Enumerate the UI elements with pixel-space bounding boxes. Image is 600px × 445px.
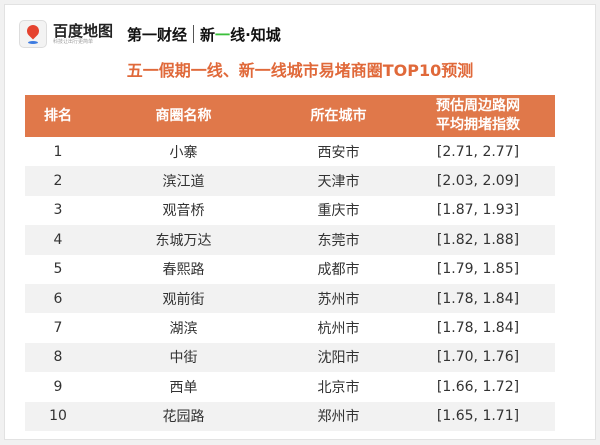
cell-name: 中街 <box>91 342 276 373</box>
cell-name: 西单 <box>169 379 198 396</box>
xyx-a: 新 <box>200 25 216 44</box>
cell-city: 天津市 <box>276 166 401 196</box>
cell-rank: 5 <box>53 261 63 278</box>
logo-divider <box>193 25 195 43</box>
cell-name: 观前街 <box>91 283 276 314</box>
xyx-logo: 新一线·知城 <box>200 24 281 45</box>
cell-city: 苏州市 <box>276 283 401 314</box>
cell-city: 郑州市 <box>276 401 401 431</box>
table-row: 4 东城万达 东莞市 [1.82, 1.88] <box>25 225 555 255</box>
cell-index: [1.78, 1.84] <box>436 320 520 337</box>
cell-name: 小寨 <box>169 144 198 161</box>
cell-index: [1.82, 1.88] <box>401 225 555 255</box>
cell-rank: 2 <box>25 166 91 196</box>
logo-bar: 百度地图 科技让出行更简单 第一财经 新一线·知城 <box>19 19 281 49</box>
cell-name: 滨江道 <box>91 166 276 196</box>
cell-index: [1.78, 1.84] <box>401 283 555 314</box>
baidu-map-logo: 百度地图 科技让出行更简单 <box>53 23 113 46</box>
cell-rank: 10 <box>25 401 91 431</box>
cell-city: 西安市 <box>317 144 360 161</box>
cell-city: 沈阳市 <box>276 342 401 373</box>
xyx-b: 一 <box>215 25 231 44</box>
cell-city: 北京市 <box>317 379 360 396</box>
cell-index: [2.71, 2.77] <box>436 143 520 160</box>
baidu-map-pin-icon <box>19 20 47 48</box>
cell-name: 观音桥 <box>162 203 205 220</box>
cell-name: 东城万达 <box>91 225 276 255</box>
cell-city: 重庆市 <box>317 203 360 220</box>
header-city: 所在城市 <box>276 95 401 137</box>
baidu-logo-text: 百度地图 <box>53 21 114 40</box>
yicai-logo: 第一财经 <box>127 25 188 44</box>
cell-index: [1.79, 1.85] <box>436 261 520 278</box>
cell-index: [1.66, 1.72] <box>436 378 520 395</box>
header-index: 预估周边路网 平均拥堵指数 <box>401 95 555 137</box>
cell-name: 花园路 <box>91 401 276 431</box>
xyx-c: 线·知城 <box>230 25 281 44</box>
cell-name: 湖滨 <box>169 321 198 338</box>
cell-rank: 7 <box>53 320 63 337</box>
header-rank: 排名 <box>25 95 91 137</box>
cell-city: 杭州市 <box>317 321 360 338</box>
cell-index: [1.70, 1.76] <box>401 342 555 373</box>
cell-index: [2.03, 2.09] <box>401 166 555 196</box>
ranking-table: 排名 商圈名称 所在城市 预估周边路网 平均拥堵指数 1 小寨 西安市 [2.71, 2… <box>25 95 555 431</box>
baidu-slogan: 科技让出行更简单 <box>53 38 94 45</box>
cell-rank: 9 <box>53 378 63 395</box>
cell-rank: 8 <box>25 342 91 373</box>
table-row: 2 滨江道 天津市 [2.03, 2.09] <box>25 166 555 196</box>
page-title: 五一假期一线、新一线城市易堵商圈TOP10预测 <box>126 61 474 80</box>
header-index-line2: 平均拥堵指数 <box>436 117 520 133</box>
cell-city: 东莞市 <box>276 225 401 255</box>
cell-rank: 4 <box>25 225 91 255</box>
cell-rank: 6 <box>25 283 91 314</box>
cell-index: [1.65, 1.71] <box>401 401 555 431</box>
cell-name: 春熙路 <box>162 262 205 279</box>
table-header-row: 排名 商圈名称 所在城市 预估周边路网 平均拥堵指数 <box>25 95 555 137</box>
table-row: 1 小寨 西安市 [2.71, 2.77] <box>25 137 555 166</box>
table-row: 8 中街 沈阳市 [1.70, 1.76] <box>25 342 555 373</box>
table-row: 7 湖滨 杭州市 [1.78, 1.84] <box>25 313 555 342</box>
table-row: 10 花园路 郑州市 [1.65, 1.71] <box>25 401 555 431</box>
table-row: 5 春熙路 成都市 [1.79, 1.85] <box>25 255 555 284</box>
cell-city: 成都市 <box>317 262 360 279</box>
table-row: 9 西单 北京市 [1.66, 1.72] <box>25 372 555 401</box>
cell-index: [1.87, 1.93] <box>436 202 520 219</box>
header-index-line1: 预估周边路网 <box>436 98 520 114</box>
header-name: 商圈名称 <box>91 95 276 137</box>
table-row: 3 观音桥 重庆市 [1.87, 1.93] <box>25 196 555 225</box>
table-row: 6 观前街 苏州市 [1.78, 1.84] <box>25 283 555 314</box>
cell-rank: 3 <box>53 202 63 219</box>
cell-rank: 1 <box>53 143 63 160</box>
